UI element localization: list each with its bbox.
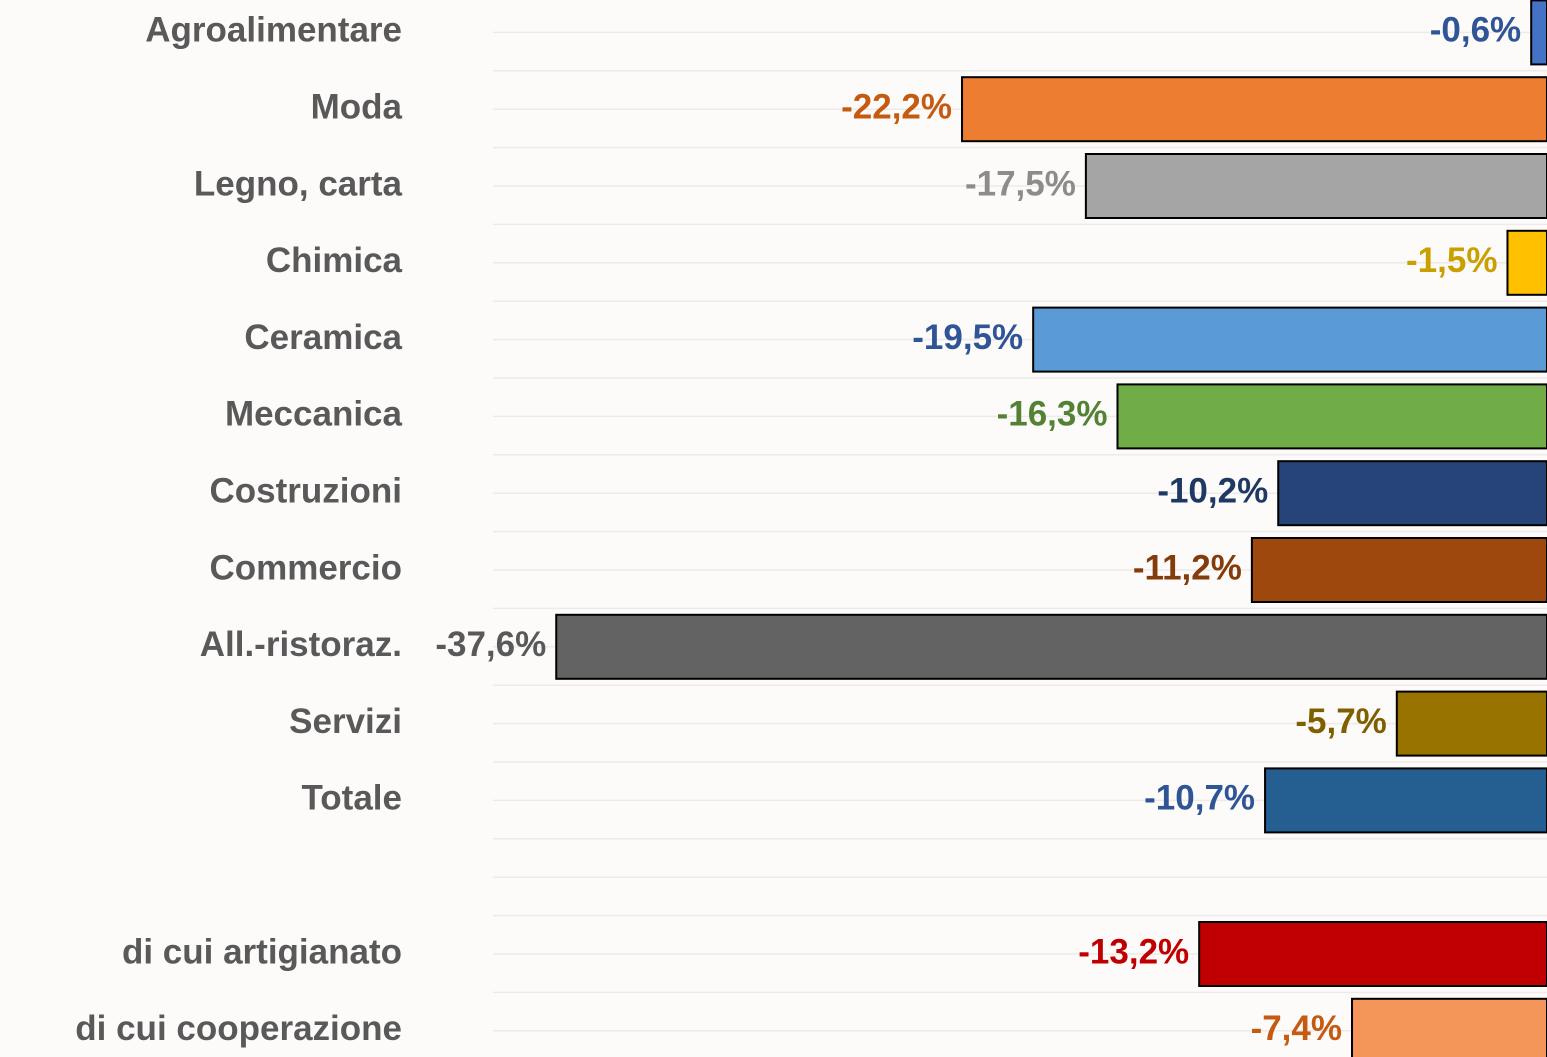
bar <box>1198 921 1547 987</box>
bar <box>1395 690 1547 757</box>
bar <box>1530 0 1547 66</box>
value-label: -19,5% <box>912 318 1023 357</box>
bar <box>1264 767 1547 834</box>
category-label: Commercio <box>209 548 402 587</box>
bar <box>961 76 1547 143</box>
bar <box>555 613 1547 680</box>
bar <box>1032 306 1547 373</box>
value-label: -10,7% <box>1144 779 1255 818</box>
category-label: Meccanica <box>225 395 403 434</box>
value-label: -17,5% <box>965 164 1076 203</box>
category-label: Totale <box>302 779 402 818</box>
bar <box>1084 153 1547 219</box>
value-label: -13,2% <box>1078 932 1189 971</box>
category-label: Chimica <box>266 241 403 280</box>
value-label: -7,4% <box>1251 1009 1342 1048</box>
category-label: di cui cooperazione <box>75 1009 402 1048</box>
category-label: Ceramica <box>244 318 402 357</box>
category-label: di cui artigianato <box>122 932 402 971</box>
bar <box>1506 229 1547 296</box>
category-label: Legno, carta <box>194 164 403 203</box>
bar <box>1250 537 1547 603</box>
bar <box>1116 383 1547 450</box>
bar <box>1351 997 1547 1057</box>
value-label: -1,5% <box>1406 241 1497 280</box>
value-label: -37,6% <box>435 625 546 664</box>
value-label: -0,6% <box>1430 11 1521 50</box>
category-label: All.-ristoraz. <box>200 625 402 664</box>
category-label: Servizi <box>289 702 402 741</box>
value-label: -16,3% <box>997 395 1108 434</box>
category-label: Costruzioni <box>210 471 402 510</box>
bar <box>1277 460 1547 527</box>
value-label: -22,2% <box>841 87 952 126</box>
value-label: -5,7% <box>1295 702 1386 741</box>
category-label: Moda <box>311 87 403 126</box>
value-label: -10,2% <box>1157 471 1268 510</box>
value-label: -11,2% <box>1133 548 1242 587</box>
category-label: Agroalimentare <box>145 11 402 50</box>
